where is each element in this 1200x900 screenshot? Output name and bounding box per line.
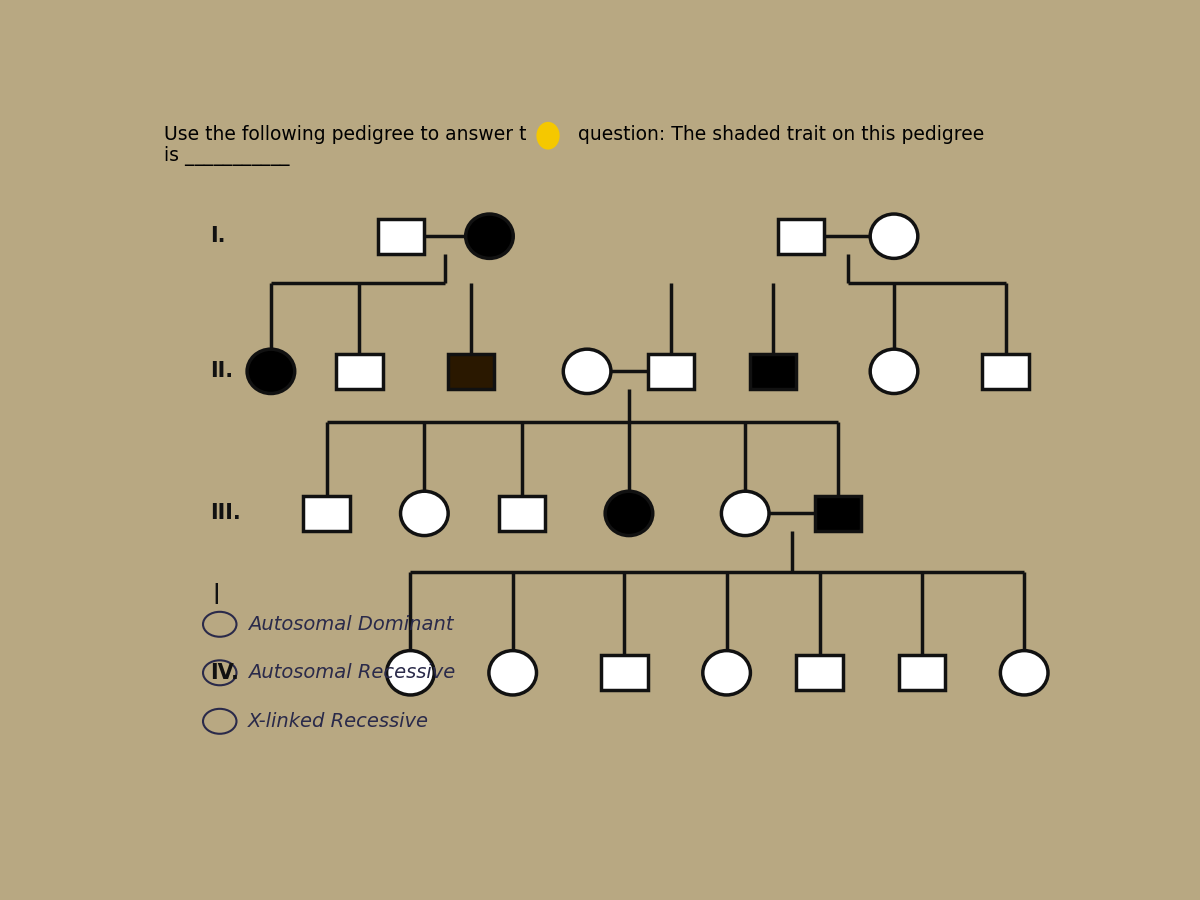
Ellipse shape — [536, 122, 559, 149]
FancyBboxPatch shape — [797, 655, 842, 690]
Text: X-linked Recessive: X-linked Recessive — [247, 712, 428, 731]
Text: Autosomal Dominant: Autosomal Dominant — [247, 615, 454, 634]
Ellipse shape — [1001, 651, 1048, 695]
FancyBboxPatch shape — [899, 655, 946, 690]
Ellipse shape — [466, 214, 514, 258]
Ellipse shape — [401, 491, 448, 536]
FancyBboxPatch shape — [336, 354, 383, 389]
FancyBboxPatch shape — [778, 219, 824, 254]
Ellipse shape — [605, 491, 653, 536]
Ellipse shape — [563, 349, 611, 393]
Text: III.: III. — [210, 503, 241, 524]
Ellipse shape — [870, 214, 918, 258]
Ellipse shape — [721, 491, 769, 536]
FancyBboxPatch shape — [499, 496, 545, 531]
FancyBboxPatch shape — [448, 354, 494, 389]
Text: |: | — [212, 582, 220, 604]
Ellipse shape — [247, 349, 295, 393]
Text: question: The shaded trait on this pedigree: question: The shaded trait on this pedig… — [578, 125, 984, 144]
Ellipse shape — [703, 651, 750, 695]
Text: I.: I. — [210, 226, 226, 247]
FancyBboxPatch shape — [601, 655, 648, 690]
FancyBboxPatch shape — [304, 496, 350, 531]
Ellipse shape — [488, 651, 536, 695]
Text: Use the following pedigree to answer t: Use the following pedigree to answer t — [164, 125, 527, 144]
Text: IV.: IV. — [210, 662, 239, 683]
FancyBboxPatch shape — [750, 354, 797, 389]
FancyBboxPatch shape — [648, 354, 694, 389]
Ellipse shape — [386, 651, 434, 695]
Text: is ___________: is ___________ — [164, 146, 289, 166]
Text: Autosomal Recessive: Autosomal Recessive — [247, 663, 455, 682]
FancyBboxPatch shape — [815, 496, 862, 531]
FancyBboxPatch shape — [983, 354, 1028, 389]
Ellipse shape — [870, 349, 918, 393]
Text: II.: II. — [210, 361, 234, 382]
FancyBboxPatch shape — [378, 219, 425, 254]
